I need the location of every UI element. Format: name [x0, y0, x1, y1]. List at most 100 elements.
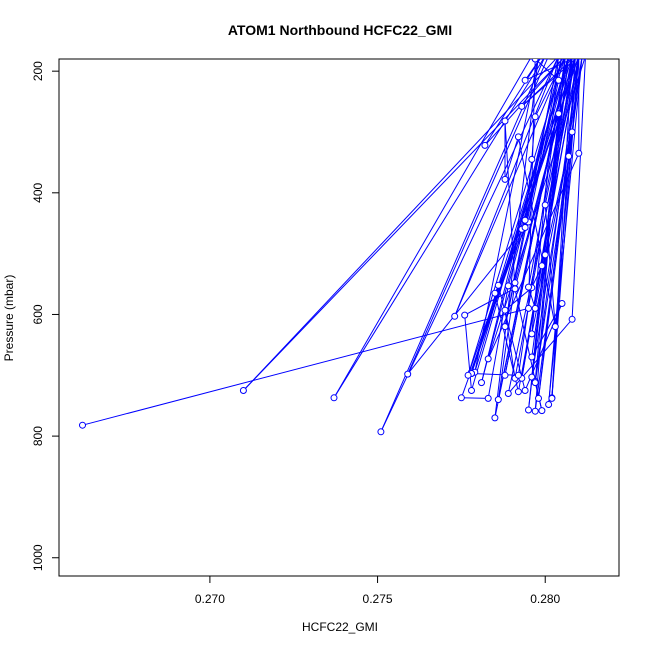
series-line-segment	[551, 59, 573, 399]
data-point	[538, 262, 546, 270]
data-point	[501, 175, 509, 183]
data-point	[481, 141, 489, 149]
data-point	[576, 59, 581, 60]
data-point	[531, 113, 539, 121]
data-point	[494, 396, 502, 404]
series-line-segment	[487, 285, 509, 399]
data-point	[521, 216, 529, 224]
data-point	[556, 59, 561, 60]
data-point	[531, 407, 539, 415]
data-point	[501, 306, 509, 314]
data-point	[501, 371, 509, 379]
data-point	[531, 59, 539, 63]
data-point	[576, 59, 581, 60]
data-point	[464, 371, 472, 379]
data-point	[573, 59, 578, 60]
x-tick-label: 0.275	[363, 592, 393, 606]
data-point	[531, 304, 539, 312]
y-axis-label: Pressure (mbar)	[2, 275, 16, 362]
series-line-segment	[407, 59, 548, 375]
data-point	[576, 59, 581, 60]
data-point	[563, 59, 568, 60]
data-point	[570, 59, 574, 60]
data-point	[521, 387, 529, 394]
series-line-segment	[517, 136, 556, 327]
data-point	[546, 59, 551, 60]
data-point	[525, 283, 532, 291]
series-line-segment	[521, 59, 576, 379]
x-axis: 0.270 0.275 0.280	[195, 575, 561, 606]
series-line-segment	[82, 307, 529, 426]
series-line-segment	[531, 116, 536, 160]
data-point	[556, 59, 561, 60]
data-point	[404, 370, 412, 378]
data-point	[566, 59, 571, 60]
data-point	[541, 201, 549, 209]
series-layer	[79, 59, 588, 436]
data-point	[484, 355, 492, 363]
data-point	[501, 117, 509, 125]
x-axis-label: HCFC22_GMI	[302, 620, 378, 634]
y-tick-label: 800	[31, 426, 45, 446]
data-point	[528, 155, 536, 163]
data-point	[521, 76, 529, 84]
data-point	[543, 59, 548, 60]
data-point	[529, 59, 534, 60]
data-point	[330, 394, 338, 402]
data-point	[566, 59, 571, 60]
chart-title: ATOM1 Northbound HCFC22_GMI	[228, 22, 452, 38]
data-point	[504, 282, 512, 290]
data-point	[528, 353, 536, 361]
data-point	[511, 285, 519, 293]
data-point	[478, 379, 485, 387]
data-point	[551, 323, 559, 331]
data-point	[451, 312, 459, 320]
data-point	[558, 300, 566, 307]
series-line-segment	[454, 59, 565, 317]
series-line-segment	[461, 397, 489, 399]
data-point	[461, 311, 469, 319]
series-line-segment	[467, 59, 579, 376]
y-axis: 200 400 600 800 1000	[31, 61, 60, 571]
x-tick-label: 0.270	[195, 592, 225, 606]
data-point	[518, 102, 526, 110]
data-point	[576, 59, 581, 60]
series-line-segment	[467, 59, 565, 376]
data-point	[457, 394, 465, 402]
series-line-segment	[484, 59, 564, 146]
data-point	[580, 59, 584, 60]
data-point	[531, 379, 539, 387]
data-point	[555, 76, 563, 84]
y-tick-label: 600	[31, 304, 45, 324]
series-line-segment	[534, 156, 570, 383]
series-line-segment	[551, 59, 576, 398]
data-point	[563, 59, 568, 60]
series-line-segment	[531, 303, 563, 358]
series-line-segment	[504, 120, 516, 289]
data-point	[563, 59, 568, 60]
series-line-segment	[504, 136, 519, 180]
data-point	[570, 59, 574, 60]
data-point	[521, 224, 529, 231]
data-point	[543, 59, 548, 60]
data-point	[548, 394, 556, 402]
data-point	[491, 414, 499, 422]
data-point	[538, 407, 546, 415]
data-point	[79, 421, 86, 429]
data-point	[583, 59, 588, 60]
series-line-segment	[471, 373, 519, 376]
data-point	[528, 330, 536, 338]
series-line-segment	[484, 59, 541, 146]
series-line-segment	[551, 59, 580, 399]
data-point	[566, 59, 571, 60]
data-point	[536, 59, 541, 60]
data-point	[535, 394, 542, 402]
series-line-segment	[544, 131, 573, 256]
data-point	[566, 59, 571, 60]
data-point	[545, 401, 553, 408]
data-point	[494, 281, 502, 289]
data-point	[239, 387, 247, 394]
data-point	[573, 59, 578, 60]
data-point	[560, 59, 564, 60]
data-point	[573, 59, 578, 60]
